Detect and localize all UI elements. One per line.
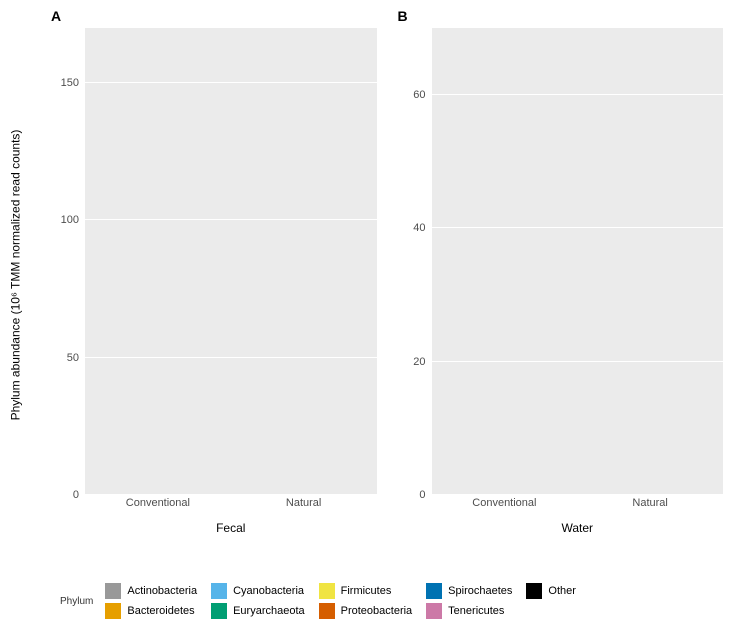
legend-item-spirochaetes: Spirochaetes <box>426 583 512 599</box>
y-ticks: 0204060 <box>402 28 430 495</box>
gridline <box>432 94 724 95</box>
swatch-icon <box>105 583 121 599</box>
y-tick-label: 150 <box>61 77 79 89</box>
y-axis-title: Phylum abundance (10⁶ TMM normalized rea… <box>8 130 22 421</box>
y-tick-label: 20 <box>413 356 425 368</box>
x-axis-title: Fecal <box>85 521 377 535</box>
x-ticks: Conventional Natural <box>432 497 724 515</box>
legend: Phylum Actinobacteria Bacteroidetes Cyanob… <box>60 583 723 619</box>
swatch-icon <box>526 583 542 599</box>
legend-label: Spirochaetes <box>448 585 512 597</box>
swatch-icon <box>426 603 442 619</box>
legend-label: Bacteroidetes <box>127 605 194 617</box>
panel-A: A050100150ConventionalNaturalFecal <box>55 10 382 540</box>
panel-label: A <box>51 8 61 24</box>
legend-column: Actinobacteria Bacteroidetes <box>105 583 197 619</box>
legend-column: Other <box>526 583 576 619</box>
legend-label: Actinobacteria <box>127 585 197 597</box>
swatch-icon <box>319 583 335 599</box>
gridline <box>85 357 377 358</box>
legend-item-proteobacteria: Proteobacteria <box>319 603 413 619</box>
x-tick-label: Natural <box>632 497 667 509</box>
x-axis-title: Water <box>432 521 724 535</box>
swatch-icon <box>319 603 335 619</box>
legend-item-actinobacteria: Actinobacteria <box>105 583 197 599</box>
legend-column: Cyanobacteria Euryarchaeota <box>211 583 305 619</box>
legend-item-cyanobacteria: Cyanobacteria <box>211 583 305 599</box>
gridline <box>85 82 377 83</box>
legend-label: Euryarchaeota <box>233 605 305 617</box>
panels-container: A050100150ConventionalNaturalFecalB02040… <box>55 10 728 540</box>
swatch-icon <box>105 603 121 619</box>
x-tick-label: Natural <box>286 497 321 509</box>
swatch-icon <box>426 583 442 599</box>
legend-label: Tenericutes <box>448 605 504 617</box>
legend-label: Firmicutes <box>341 585 392 597</box>
plot-area <box>432 28 724 495</box>
legend-item-bacteroidetes: Bacteroidetes <box>105 603 197 619</box>
legend-columns: Actinobacteria Bacteroidetes Cyanobacteria… <box>105 583 576 619</box>
legend-item-tenericutes: Tenericutes <box>426 603 512 619</box>
legend-item-firmicutes: Firmicutes <box>319 583 413 599</box>
y-tick-label: 60 <box>413 89 425 101</box>
x-ticks: Conventional Natural <box>85 497 377 515</box>
legend-item-euryarchaeota: Euryarchaeota <box>211 603 305 619</box>
y-ticks: 050100150 <box>55 28 83 495</box>
y-tick-label: 100 <box>61 214 79 226</box>
panel-label: B <box>398 8 408 24</box>
gridline <box>432 494 724 495</box>
y-tick-label: 0 <box>73 489 79 501</box>
legend-column: Spirochaetes Tenericutes <box>426 583 512 619</box>
y-axis-title-container: Phylum abundance (10⁶ TMM normalized rea… <box>5 10 25 540</box>
y-tick-label: 0 <box>419 489 425 501</box>
gridline <box>85 494 377 495</box>
swatch-icon <box>211 603 227 619</box>
figure-root: Phylum abundance (10⁶ TMM normalized rea… <box>0 0 743 634</box>
x-tick-label: Conventional <box>126 497 190 509</box>
panel-B: B0204060ConventionalNaturalWater <box>402 10 729 540</box>
x-tick-label: Conventional <box>472 497 536 509</box>
gridline <box>432 361 724 362</box>
legend-label: Other <box>548 585 576 597</box>
gridline <box>432 227 724 228</box>
legend-label: Cyanobacteria <box>233 585 304 597</box>
legend-label: Proteobacteria <box>341 605 413 617</box>
legend-column: Firmicutes Proteobacteria <box>319 583 413 619</box>
swatch-icon <box>211 583 227 599</box>
plot-area <box>85 28 377 495</box>
legend-item-other: Other <box>526 583 576 599</box>
legend-title: Phylum <box>60 596 93 607</box>
y-tick-label: 50 <box>67 352 79 364</box>
y-tick-label: 40 <box>413 222 425 234</box>
gridline <box>85 219 377 220</box>
